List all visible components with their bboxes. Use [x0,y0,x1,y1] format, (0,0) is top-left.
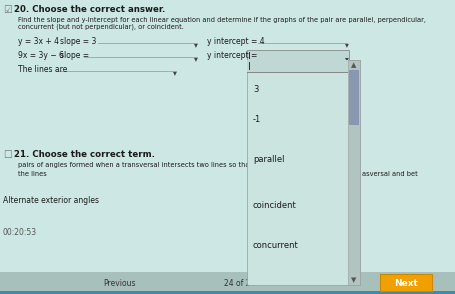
Bar [247,72,347,73]
Text: 20. Choose the correct answer.: 20. Choose the correct answer. [14,5,165,14]
Text: ▾: ▾ [344,40,348,49]
Text: Alternate exterior angles: Alternate exterior angles [3,196,99,205]
Bar [0,272,455,294]
Text: The lines are: The lines are [18,65,67,74]
Text: ▾: ▾ [344,54,348,63]
Text: slope = 3: slope = 3 [60,37,96,46]
Text: Find the slope and y-intercept for each linear equation and determine if the gra: Find the slope and y-intercept for each … [18,17,425,23]
Text: pairs of angles formed when a transversal intersects two lines so that they: pairs of angles formed when a transversa… [18,162,268,168]
Text: 24 of 24: 24 of 24 [224,278,255,288]
Bar [57,71,177,72]
Text: y = 3x + 4: y = 3x + 4 [18,37,59,46]
Text: y intercept =: y intercept = [207,51,257,60]
Text: ☐: ☐ [3,150,12,160]
Bar [248,52,249,59]
Text: concurrent (but not perpendicular), or coincident.: concurrent (but not perpendicular), or c… [18,24,183,31]
Text: 21. Choose the correct term.: 21. Choose the correct term. [14,150,155,159]
Bar [247,60,347,72]
Text: the lines: the lines [18,171,47,177]
Text: 9x = 3y − 6: 9x = 3y − 6 [18,51,64,60]
Bar [247,60,359,285]
Bar [98,43,197,44]
Text: concurrent: concurrent [253,240,298,250]
Bar [379,274,431,291]
Text: -1: -1 [253,116,261,124]
Bar [248,62,249,70]
Text: ☑: ☑ [3,5,12,15]
Bar [348,70,358,125]
Bar [258,43,347,44]
Text: parallel: parallel [253,156,284,165]
Text: 3: 3 [253,86,258,94]
Text: ▲: ▲ [350,62,356,68]
Text: Next: Next [393,278,417,288]
Text: ▾: ▾ [173,68,177,77]
Text: Previous: Previous [104,278,136,288]
Bar [347,60,359,285]
Text: ▼: ▼ [350,277,356,283]
Text: slope =: slope = [60,51,89,60]
Text: ▾: ▾ [194,40,197,49]
Text: y intercept = 4: y intercept = 4 [207,37,264,46]
Text: ▾: ▾ [194,54,197,63]
Text: 00:20:53: 00:20:53 [3,228,37,237]
Bar [247,50,348,60]
Bar [84,57,197,58]
Bar [0,291,455,294]
Text: coincident: coincident [253,201,296,210]
Text: asversal and bet: asversal and bet [361,171,417,177]
